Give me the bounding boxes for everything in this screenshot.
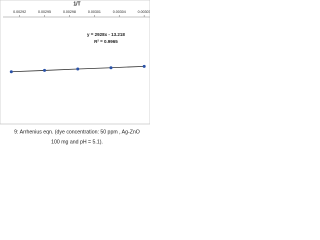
caption-line: 9: Arrhenius eqn. (dye concentration: 50… [14, 129, 140, 135]
x-tick-label: 0.00298 [63, 10, 76, 14]
chart-frame [0, 0, 150, 125]
x-tick-label: 0.00304 [113, 10, 126, 14]
x-tick-label: 0.00301 [88, 10, 101, 14]
chart: 1/T y = 2928x - 13.218 R² = 0.9965 9: Ar… [0, 0, 150, 145]
data-point [43, 68, 47, 72]
caption-line: 100 mg and pH = 5.1). [51, 139, 103, 145]
x-tick-label: 0.00307 [138, 10, 150, 14]
x-tick-label: 0.00292 [13, 10, 26, 14]
x-tick-label: 0.00295 [38, 10, 51, 14]
data-point [142, 64, 146, 68]
data-point [76, 67, 80, 71]
r-squared: R² = 0.9965 [94, 39, 118, 44]
data-point [109, 66, 113, 70]
x-axis-label: 1/T [73, 1, 80, 7]
data-point [9, 70, 13, 74]
equation: y = 2928x - 13.218 [87, 32, 125, 37]
